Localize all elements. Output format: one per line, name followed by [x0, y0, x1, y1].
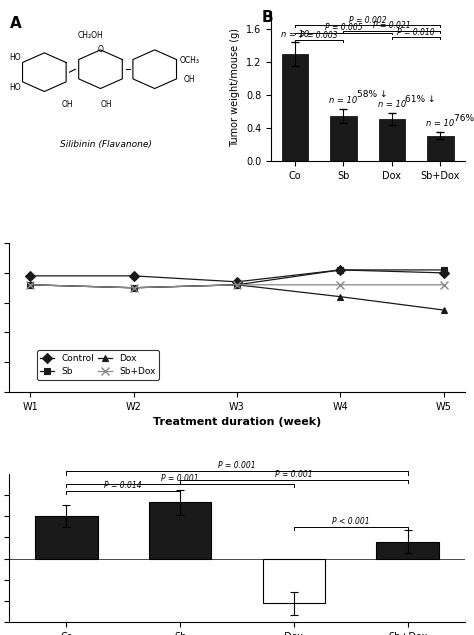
Control	[27, 272, 33, 279]
Control	[337, 266, 343, 274]
Text: P < 0.001: P < 0.001	[332, 517, 370, 526]
Sb	[337, 266, 343, 274]
Text: P = 0.005: P = 0.005	[325, 23, 362, 32]
Text: P = 0.001: P = 0.001	[275, 470, 313, 479]
Line: Dox: Dox	[27, 281, 447, 314]
Text: P = 0.014: P = 0.014	[104, 481, 142, 490]
Control	[234, 278, 240, 286]
Bar	[149, 502, 211, 559]
Sb+Dox	[234, 281, 240, 288]
Bar	[35, 516, 98, 559]
Text: HO: HO	[9, 53, 21, 62]
Text: OH: OH	[62, 100, 73, 109]
Dox	[337, 293, 343, 300]
Sb+Dox	[441, 281, 447, 288]
Text: Silibinin (Flavanone): Silibinin (Flavanone)	[60, 140, 152, 149]
Text: P = 0.001: P = 0.001	[161, 474, 199, 483]
Sb	[234, 281, 240, 288]
Sb	[27, 281, 33, 288]
Text: P = 0.010: P = 0.010	[397, 28, 435, 37]
Control	[441, 269, 447, 277]
Text: O: O	[98, 45, 103, 55]
Dox	[441, 306, 447, 314]
Text: A: A	[9, 16, 21, 30]
Text: 76% ↓: 76% ↓	[454, 114, 474, 123]
Sb	[441, 266, 447, 274]
Text: 61% ↓: 61% ↓	[405, 95, 436, 104]
Y-axis label: Tumor weight/mouse (g): Tumor weight/mouse (g)	[230, 27, 240, 147]
Text: n = 10: n = 10	[329, 97, 357, 105]
Text: P = 0.001: P = 0.001	[218, 462, 256, 471]
Bar	[282, 54, 309, 161]
X-axis label: Treatment duration (week): Treatment duration (week)	[153, 417, 321, 427]
Dox	[131, 284, 137, 291]
Bar	[379, 119, 405, 161]
Text: OH: OH	[100, 100, 112, 109]
Legend: Control, Sb, Dox, Sb+Dox: Control, Sb, Dox, Sb+Dox	[37, 350, 159, 380]
Dox	[27, 281, 33, 288]
Text: n = 10: n = 10	[378, 100, 406, 109]
Text: n = 10: n = 10	[426, 119, 455, 128]
Text: 58% ↓: 58% ↓	[357, 90, 388, 100]
Line: Control: Control	[27, 267, 447, 285]
Bar	[376, 542, 439, 559]
Bar	[263, 559, 325, 603]
Text: CH₂OH: CH₂OH	[78, 30, 104, 39]
Text: P = 0.003: P = 0.003	[301, 30, 338, 39]
Sb+Dox	[337, 281, 343, 288]
Control	[131, 272, 137, 279]
Text: n = 10: n = 10	[281, 30, 309, 39]
Text: OH: OH	[184, 75, 195, 84]
Sb	[131, 284, 137, 291]
Sb+Dox	[27, 281, 33, 288]
Text: P = 0.002: P = 0.002	[349, 16, 386, 25]
Line: Sb: Sb	[27, 267, 447, 291]
Bar	[427, 136, 454, 161]
Bar	[330, 116, 357, 161]
Sb+Dox	[131, 284, 137, 291]
Text: OCH₃: OCH₃	[180, 56, 200, 65]
Text: HO: HO	[9, 83, 21, 91]
Text: P = 0.021: P = 0.021	[373, 22, 410, 30]
Line: Sb+Dox: Sb+Dox	[26, 281, 448, 292]
Text: B: B	[261, 10, 273, 25]
Dox	[234, 281, 240, 288]
